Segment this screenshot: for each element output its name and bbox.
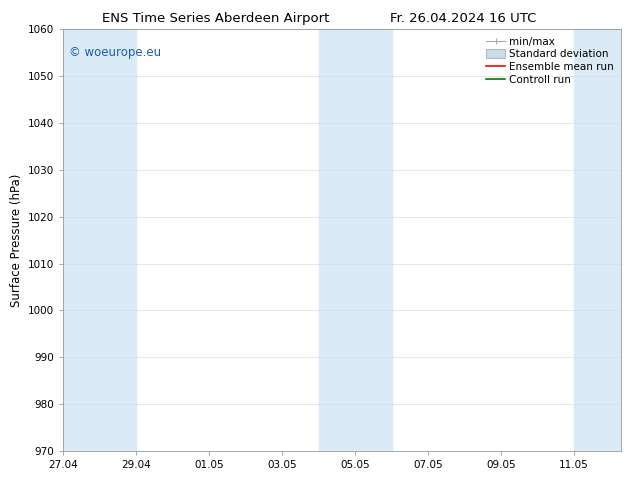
Text: © woeurope.eu: © woeurope.eu xyxy=(69,46,161,59)
Bar xyxy=(63,29,136,451)
Bar xyxy=(574,29,621,451)
Y-axis label: Surface Pressure (hPa): Surface Pressure (hPa) xyxy=(10,173,23,307)
Text: Fr. 26.04.2024 16 UTC: Fr. 26.04.2024 16 UTC xyxy=(390,12,536,25)
Text: ENS Time Series Aberdeen Airport: ENS Time Series Aberdeen Airport xyxy=(102,12,329,25)
Legend: min/max, Standard deviation, Ensemble mean run, Controll run: min/max, Standard deviation, Ensemble me… xyxy=(483,34,617,88)
Bar xyxy=(319,29,392,451)
